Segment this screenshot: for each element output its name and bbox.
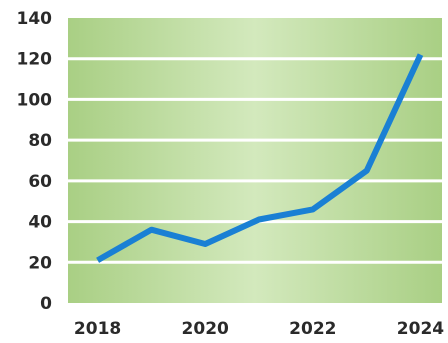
x-axis: 2018 2020 2022 2024	[74, 319, 444, 338]
y-tick-label-0: 0	[40, 294, 52, 314]
y-tick-label-20: 20	[28, 253, 52, 273]
plot-area	[68, 18, 442, 303]
y-tick-label-140: 140	[17, 9, 53, 29]
y-tick-label-100: 100	[17, 90, 53, 110]
y-tick-label-80: 80	[28, 131, 52, 151]
x-tick-label-2018: 2018	[74, 319, 121, 338]
x-tick-label-2024: 2024	[397, 319, 444, 338]
y-tick-label-120: 120	[17, 50, 53, 70]
x-tick-label-2022: 2022	[289, 319, 336, 338]
y-tick-label-40: 40	[28, 213, 52, 233]
y-tick-label-60: 60	[28, 172, 52, 192]
y-axis: 0 20 40 60 80 100 120 140	[17, 9, 53, 314]
x-tick-label-2020: 2020	[182, 319, 229, 338]
